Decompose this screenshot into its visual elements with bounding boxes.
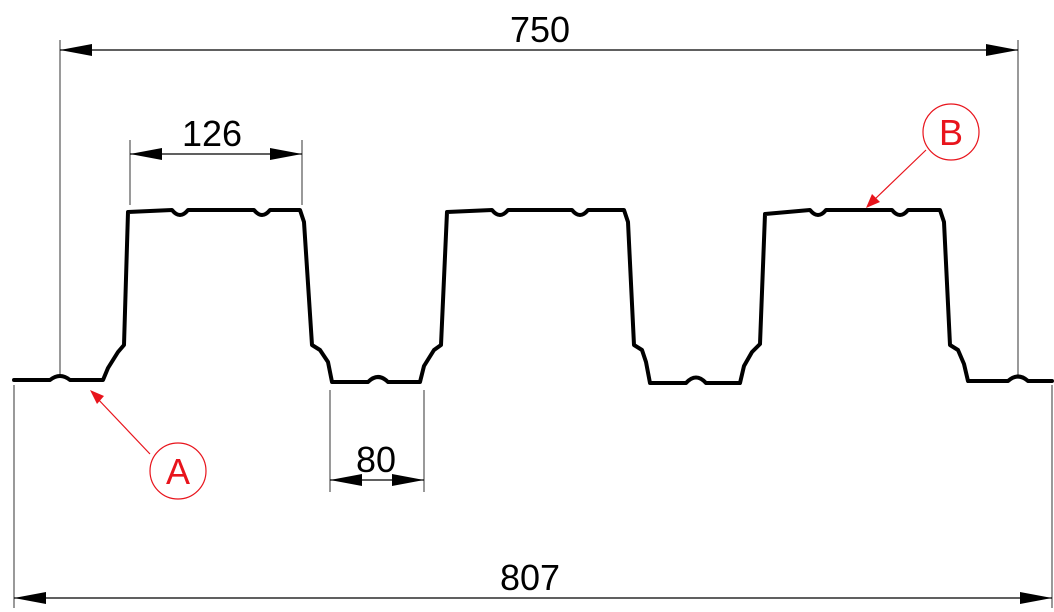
callout-a-circle: [149, 442, 207, 500]
dimension-label-overall: 807: [500, 557, 560, 598]
arrowhead-left: [14, 592, 46, 604]
arrowhead-right: [1020, 592, 1052, 604]
dimension-label-rib: 126: [182, 113, 242, 154]
callout-b-arrowhead: [866, 194, 880, 208]
arrowhead-left: [130, 148, 162, 160]
dimension-rib-top: 126: [130, 113, 302, 160]
dimension-cover-width: 750: [60, 9, 1018, 56]
extension-lines: [13, 40, 1053, 608]
callout-b: B: [866, 103, 980, 208]
arrowhead-right: [270, 148, 302, 160]
callout-b-label: B: [939, 112, 963, 153]
arrowhead-left: [330, 474, 362, 486]
arrowhead-left: [60, 44, 92, 56]
callout-b-circle: [922, 103, 980, 161]
dimension-label-pan: 80: [356, 439, 396, 480]
callout-a-label: A: [166, 451, 190, 492]
arrowhead-right: [392, 474, 424, 486]
callout-a: A: [90, 390, 207, 500]
trapezoidal-sheet-profile: [12, 208, 1054, 385]
callout-b-leader: [873, 149, 927, 201]
dimension-overall-width: 807: [14, 557, 1052, 604]
dimension-pan-width: 80: [330, 439, 424, 486]
dimension-label-cover: 750: [510, 9, 570, 50]
callout-a-arrowhead: [90, 390, 104, 404]
callout-a-leader: [95, 396, 151, 455]
arrowhead-right: [986, 44, 1018, 56]
